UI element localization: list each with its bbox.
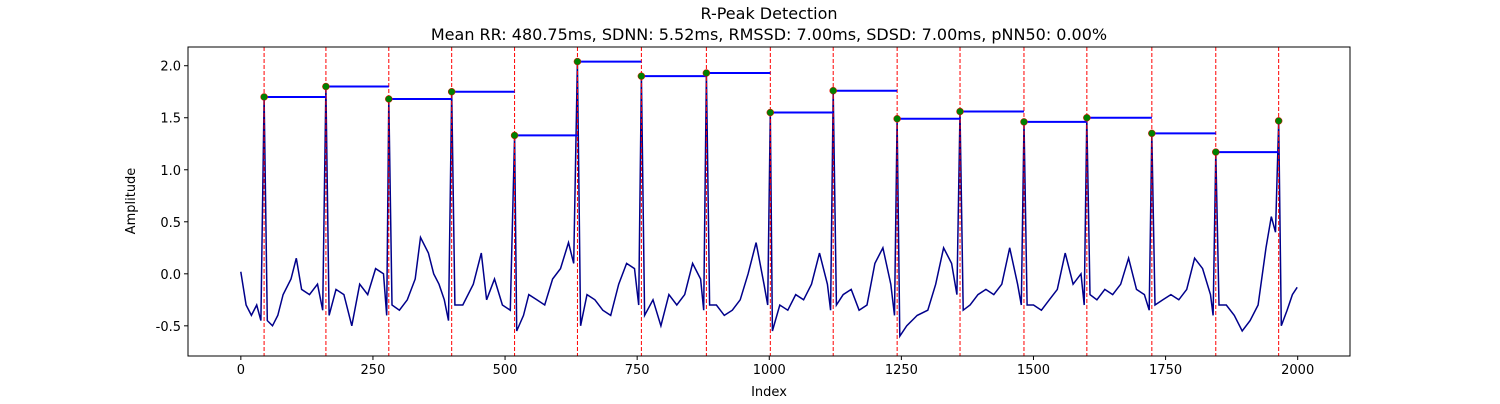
x-tick-label: 1000 <box>753 363 786 378</box>
r-peak <box>447 87 456 96</box>
r-peak <box>956 107 964 116</box>
y-tick-label: 1.0 <box>160 164 181 179</box>
y-tick-label: -0.5 <box>156 320 181 335</box>
r-peak <box>573 57 582 66</box>
y-axis-label: Amplitude <box>124 168 139 235</box>
r-peak <box>510 131 519 140</box>
r-peak <box>766 108 775 117</box>
signal-line <box>240 61 1298 339</box>
r-peak <box>829 86 837 95</box>
r-peak <box>1274 117 1283 125</box>
x-tick-label: 1250 <box>885 363 918 378</box>
x-tick-label: 250 <box>361 363 386 378</box>
y-tick-label: 0.0 <box>160 268 181 283</box>
x-axis-label: Index <box>751 385 787 400</box>
r-peak <box>385 95 393 103</box>
r-peak <box>893 115 901 123</box>
r-peak <box>702 69 711 77</box>
y-tick-label: 0.5 <box>160 216 181 231</box>
r-peak <box>637 72 646 80</box>
x-tick-label: 500 <box>493 363 518 378</box>
r-peak <box>1148 129 1156 138</box>
x-tick-label: 2000 <box>1281 363 1314 378</box>
r-peak <box>1083 113 1091 122</box>
y-tick-label: 1.5 <box>160 112 181 127</box>
plot-frame <box>187 46 1351 357</box>
r-peak <box>260 93 268 101</box>
x-tick-label: 0 <box>237 363 245 378</box>
r-peak <box>1212 148 1220 156</box>
y-tick-label: 2.0 <box>160 60 181 75</box>
x-tick-label: 1500 <box>1017 363 1050 378</box>
chart-title: R-Peak Detection <box>700 4 837 23</box>
chart-subtitle: Mean RR: 480.75ms, SDNN: 5.52ms, RMSSD: … <box>431 25 1107 44</box>
r-peak <box>1020 118 1028 126</box>
r-peak <box>322 82 330 91</box>
x-tick-label: 1750 <box>1149 363 1182 378</box>
x-tick-label: 750 <box>625 363 650 378</box>
